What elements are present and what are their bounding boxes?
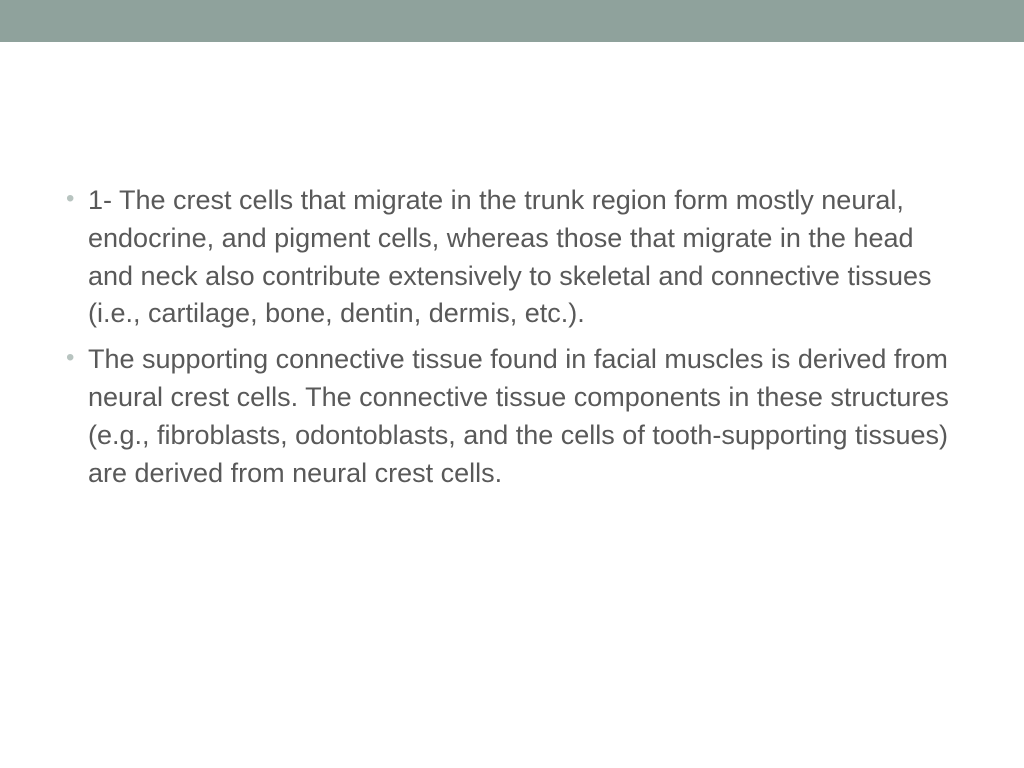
list-item: The supporting connective tissue found i… bbox=[60, 341, 964, 492]
bullet-list: 1- The crest cells that migrate in the t… bbox=[60, 182, 964, 492]
content-area: 1- The crest cells that migrate in the t… bbox=[0, 42, 1024, 492]
list-item: 1- The crest cells that migrate in the t… bbox=[60, 182, 964, 333]
bullet-text: 1- The crest cells that migrate in the t… bbox=[88, 185, 932, 328]
bullet-text: The supporting connective tissue found i… bbox=[88, 344, 949, 487]
header-band bbox=[0, 0, 1024, 42]
